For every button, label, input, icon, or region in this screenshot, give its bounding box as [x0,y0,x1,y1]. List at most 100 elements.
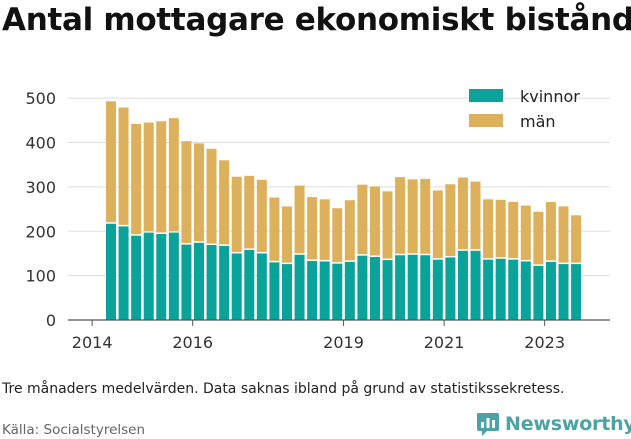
bar-kvinnor [106,223,116,320]
x-tick-label: 2019 [323,333,364,352]
legend-label: män [520,112,556,131]
bar-man [432,190,443,259]
bar-man [395,177,406,254]
bar-kvinnor [206,245,217,320]
legend-label: kvinnor [520,87,580,106]
bar-kvinnor [357,255,368,320]
bar-man [281,206,292,263]
bar-kvinnor [332,263,343,320]
bar-man [382,191,393,259]
bar-chart-icon [477,413,499,436]
bar-man [256,179,267,252]
legend: kvinnor män [469,87,580,131]
bar-man [445,184,456,256]
bar-man [206,148,217,244]
bar-man [168,118,179,232]
bar-kvinnor [244,249,255,320]
brand-name: Newsworthy [505,413,631,435]
bar-kvinnor [545,261,556,320]
y-tick-label: 100 [25,267,56,286]
x-tick-label: 2023 [524,333,565,352]
chart-note: Tre månaders medelvärden. Data saknas ib… [2,381,565,397]
y-tick-label: 0 [46,311,56,330]
bar-man [457,177,468,250]
bar-man [357,184,368,255]
bar-man [143,122,154,232]
bar-man [193,143,204,242]
newsworthy-logo: Newsworthy [476,409,631,439]
bar-kvinnor [143,232,154,320]
bar-man [219,160,230,245]
bar-kvinnor [156,233,167,320]
bar-man [483,199,494,259]
bar-man [520,205,531,260]
bar-man [294,185,305,254]
bar-kvinnor [168,232,179,320]
bar-kvinnor [533,265,544,320]
bar-kvinnor [269,262,280,320]
bar-kvinnor [457,250,468,320]
source-credit: Källa: Socialstyrelsen [2,422,146,438]
bar-man [319,199,330,260]
x-tick-label: 2016 [172,333,213,352]
bar-kvinnor [319,261,330,320]
bar-man [244,175,255,249]
bar-kvinnor [520,261,531,320]
bar-man [495,199,506,258]
y-axis-ticks: 0 100 200 300 400 500 [25,89,56,330]
chart-title: Antal mottagare ekonomiskt bistånd [2,2,631,38]
bar-man [420,178,431,254]
bar-man [269,197,280,261]
bar-kvinnor [483,259,494,320]
bar-man [545,201,556,261]
bar-man [533,211,544,265]
bars [106,101,582,320]
bar-man [231,176,242,252]
bar-man [407,179,418,254]
bar-man [508,201,519,259]
bar-kvinnor [231,253,242,320]
y-tick-label: 400 [25,134,56,153]
bar-kvinnor [118,226,129,320]
y-tick-label: 500 [25,89,56,108]
bar-kvinnor [369,257,380,320]
bar-kvinnor [131,235,142,320]
bar-man [571,215,582,263]
legend-swatch [469,114,503,127]
legend-swatch [469,89,503,102]
bar-man [558,206,569,263]
bar-man [307,197,318,260]
x-tick-label: 2021 [424,333,465,352]
y-tick-label: 300 [25,178,56,197]
bar-kvinnor [219,245,230,320]
bar-kvinnor [181,244,192,320]
bar-man [131,123,142,235]
bar-kvinnor [571,264,582,320]
bar-kvinnor [294,254,305,320]
bar-kvinnor [470,250,481,320]
bar-man [181,141,192,244]
bar-kvinnor [495,258,506,320]
x-tick-label: 2014 [72,333,113,352]
chart-area: 0 100 200 300 400 500 2014 2016 2019 2021 2023 kv… [25,87,610,352]
bar-kvinnor [420,255,431,320]
x-axis-ticks: 2014 2016 2019 2021 2023 [72,320,565,352]
bar-kvinnor [344,261,355,320]
bar-kvinnor [558,264,569,320]
bar-kvinnor [193,242,204,320]
bar-kvinnor [382,260,393,320]
bar-kvinnor [395,255,406,320]
bar-kvinnor [407,254,418,320]
bar-man [156,121,167,233]
bar-kvinnor [281,264,292,320]
bar-kvinnor [307,260,318,320]
bar-man [344,200,355,261]
bar-kvinnor [508,259,519,320]
bar-man [332,208,343,263]
bar-man [118,107,129,225]
bar-man [369,186,380,256]
bar-kvinnor [432,259,443,320]
bar-kvinnor [445,257,456,320]
bar-kvinnor [256,253,267,320]
bar-man [470,181,481,250]
